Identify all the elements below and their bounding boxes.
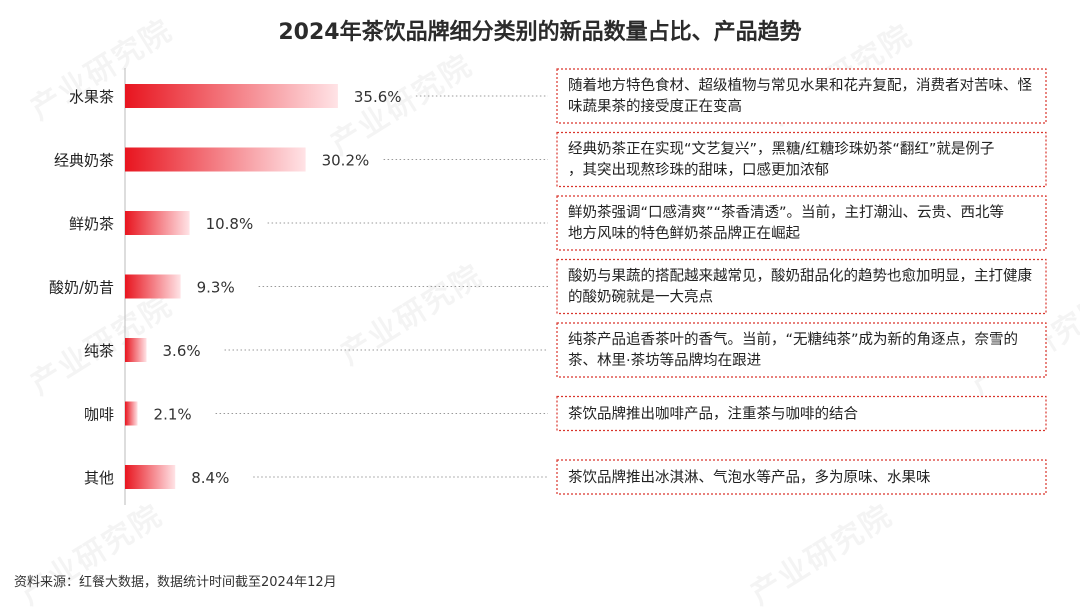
- annotation-text: 茶饮品牌推出冰淇淋、气泡水等产品，多为原味、水果味: [568, 468, 931, 486]
- bar: [125, 274, 181, 299]
- value-label: 10.8%: [206, 215, 254, 233]
- annotation-box: [556, 322, 1047, 378]
- chart-title: 2024年茶饮品牌细分类别的新品数量占比、产品趋势: [278, 20, 802, 45]
- annotation-text: 鲜奶茶强调“口感清爽”“茶香清透”。当前，主打潮汕、云贵、西北等: [568, 203, 1004, 221]
- annotation-box: [556, 459, 1047, 495]
- annotation-text: 的酸奶碗就是一大亮点: [568, 289, 713, 306]
- category-label: 咖啡: [84, 406, 114, 424]
- source-note: 资料来源：红餐大数据，数据统计时间截至2024年12月: [14, 575, 337, 590]
- value-label: 2.1%: [154, 406, 192, 424]
- category-label: 水果茶: [69, 88, 114, 106]
- value-label: 9.3%: [197, 279, 235, 297]
- annotation-text: 酸奶与果蔬的搭配越来越常见，酸奶甜品化的趋势也愈加明显，主打健康: [568, 268, 1032, 285]
- value-label: 30.2%: [322, 152, 370, 170]
- annotation-text: 随着地方特色食材、超级植物与常见水果和花卉复配，消费者对苦味、怪: [568, 76, 1032, 94]
- value-label: 35.6%: [354, 88, 402, 106]
- bar: [125, 401, 138, 426]
- annotation-box: [556, 131, 1047, 188]
- chart-area: 水果茶 35.6% 随着地方特色食材、超级植物与常见水果和花卉复配，消费者对苦味、怪…: [49, 68, 1047, 505]
- bar: [125, 211, 190, 235]
- annotation-text: 地方风味的特色鲜奶茶品牌正在崛起: [568, 225, 800, 242]
- annotation-text: ，其突出现熬珍珠的甜味，口感更加浓郁: [568, 162, 829, 179]
- annotation-box: [556, 395, 1047, 432]
- annotation-box: [556, 258, 1047, 315]
- annotation-text: 茶、林里·茶坊等品牌均在跟进: [568, 351, 761, 369]
- bar: [125, 338, 147, 362]
- annotation-text: 纯茶产品追香茶叶的香气。当前，“无糖纯茶”成为新的角逐点，奈雪的: [568, 331, 1018, 348]
- category-label: 纯茶: [84, 342, 114, 360]
- annotation-text: 茶饮品牌推出咖啡产品，注重茶与咖啡的结合: [568, 406, 858, 423]
- category-label: 其他: [84, 469, 114, 487]
- category-label: 经典奶茶: [54, 152, 114, 170]
- value-label: 8.4%: [191, 469, 229, 487]
- value-label: 3.6%: [163, 342, 201, 360]
- bar: [125, 84, 338, 108]
- annotation-text: 味蔬果茶的接受度正在变高: [568, 98, 742, 115]
- category-label: 鲜奶茶: [69, 215, 114, 233]
- annotation-text: 经典奶茶正在实现“文艺复兴”，黑糖/红糖珍珠奶茶“翻红”就是例子: [568, 140, 994, 158]
- annotation-box: [556, 195, 1047, 251]
- annotation-box: [556, 68, 1047, 124]
- category-label: 酸奶/奶昔: [49, 279, 114, 297]
- bar: [125, 147, 306, 172]
- bar: [125, 465, 176, 489]
